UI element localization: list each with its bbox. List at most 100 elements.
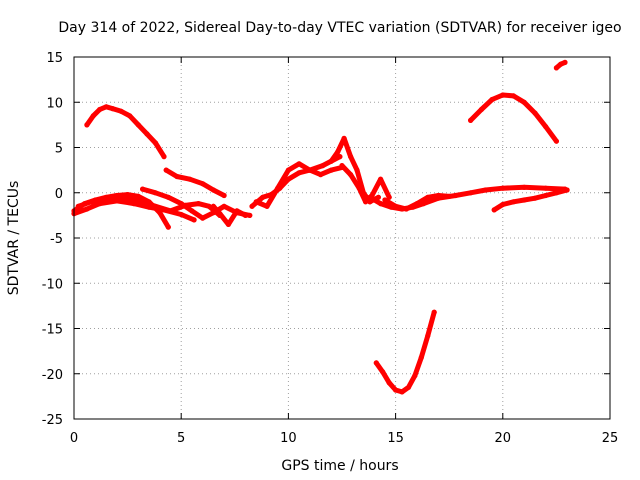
data-point	[296, 161, 302, 167]
data-point	[328, 158, 334, 164]
x-tick-label: 10	[280, 431, 297, 446]
data-point	[393, 203, 399, 209]
y-tick-label: -15	[42, 323, 63, 338]
data-point	[200, 215, 206, 221]
data-point	[103, 104, 109, 110]
data-point	[348, 154, 354, 160]
data-point	[373, 360, 379, 366]
data-point	[118, 194, 124, 200]
data-point	[500, 201, 506, 208]
grid	[74, 57, 610, 419]
data-point	[296, 170, 302, 176]
data-point	[127, 113, 133, 119]
data-point	[543, 192, 549, 199]
data-point	[491, 207, 497, 213]
data-point	[446, 193, 452, 199]
data-point	[425, 194, 431, 200]
data-point	[553, 138, 560, 144]
data-point	[367, 194, 373, 200]
y-tick-label: 5	[55, 142, 63, 157]
data-point	[510, 199, 517, 205]
data-point	[532, 195, 538, 201]
data-point	[414, 201, 420, 207]
data-point	[307, 167, 313, 173]
data-point	[275, 185, 281, 191]
data-point	[187, 176, 193, 182]
data-point	[210, 203, 216, 209]
data-point	[242, 212, 249, 218]
x-tick-label: 25	[602, 431, 619, 446]
data-point	[418, 354, 424, 361]
data-point	[165, 194, 171, 200]
data-point	[500, 92, 506, 98]
data-point	[152, 140, 159, 146]
data-point	[285, 167, 291, 173]
data-point	[285, 176, 291, 182]
data-point	[253, 199, 259, 205]
series-line-arc-6	[140, 186, 253, 221]
series-line-arc-8	[249, 164, 345, 209]
data-point	[521, 99, 527, 105]
data-point	[521, 184, 527, 190]
y-tick-label: 10	[46, 96, 63, 111]
data-point	[144, 131, 150, 137]
axis-ticks: 0 5 10 15 20 25 -25 -20 -15 -10 -5 0 5 10 15	[42, 51, 619, 446]
data-point	[191, 217, 197, 223]
data-point	[558, 61, 564, 67]
data-point	[435, 192, 442, 199]
data-point	[382, 197, 388, 203]
data-point	[221, 203, 227, 209]
data-point	[431, 309, 437, 315]
data-point	[399, 389, 405, 395]
data-point	[335, 149, 341, 155]
y-tick-label: -20	[42, 368, 63, 383]
data-point	[206, 203, 212, 209]
data-point	[468, 190, 474, 196]
data-point	[562, 59, 568, 65]
data-point	[88, 199, 94, 205]
data-point	[375, 194, 381, 200]
data-point	[135, 122, 141, 128]
chart-title: Day 314 of 2022, Sidereal Day-to-day VTE…	[58, 20, 621, 36]
data-point	[339, 163, 345, 169]
data-point	[84, 122, 90, 128]
x-tick-label: 0	[70, 431, 78, 446]
data-point	[393, 387, 399, 393]
data-point	[165, 224, 171, 230]
data-point	[386, 194, 392, 200]
data-point	[200, 181, 206, 187]
data-point	[225, 221, 231, 227]
data-point	[247, 212, 253, 218]
data-point	[140, 186, 146, 192]
data-point	[174, 173, 180, 180]
data-point	[553, 190, 560, 196]
data-point	[189, 208, 195, 214]
data-point	[412, 373, 418, 379]
x-tick-label: 5	[177, 431, 185, 446]
series-line-arc-14	[373, 309, 437, 395]
data-point	[114, 198, 120, 204]
data-point	[553, 65, 560, 71]
data-point	[75, 203, 81, 209]
data-point	[564, 187, 570, 193]
x-tick-label: 15	[387, 431, 404, 446]
data-point	[510, 93, 517, 99]
y-tick-label: 0	[55, 187, 63, 202]
data-point	[543, 185, 549, 191]
data-point	[234, 208, 240, 214]
data-point	[483, 187, 489, 193]
data-point	[97, 201, 103, 207]
data-point	[131, 201, 137, 207]
data-point	[118, 108, 124, 114]
data-point	[378, 176, 384, 182]
data-point	[178, 211, 184, 218]
data-point	[348, 172, 354, 178]
data-point	[354, 167, 360, 173]
data-point	[210, 187, 216, 193]
y-tick-label: -10	[42, 277, 63, 292]
y-axis-label: SDTVAR / TECUs	[6, 181, 22, 296]
data-point	[425, 333, 431, 339]
data-point	[337, 154, 343, 160]
data-point	[380, 369, 386, 375]
